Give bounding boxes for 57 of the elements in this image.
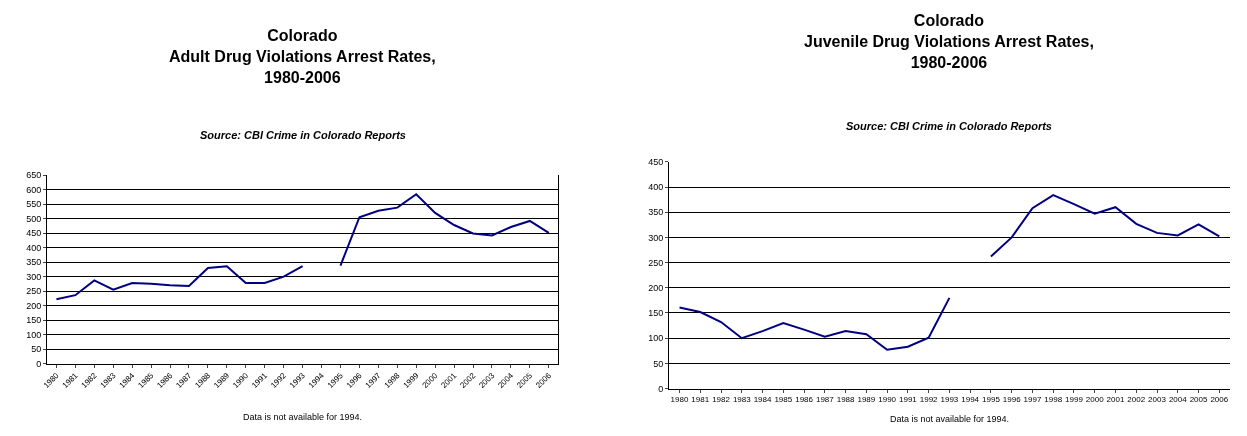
x-tick-label: 1989: [857, 395, 876, 405]
chart-title: Colorado Adult Drug Violations Arrest Rates, 1980-2006: [169, 27, 436, 86]
y-tick-label: 200: [648, 282, 664, 293]
y-tick-label: 350: [26, 257, 42, 268]
y-tick-label: 200: [26, 300, 42, 311]
x-tick-label: 1995: [982, 395, 1001, 405]
x-tick-label: 2004: [1168, 395, 1188, 405]
y-tick-label: 650: [26, 170, 42, 181]
y-tick-label: 0: [658, 383, 664, 394]
y-tick-label: 150: [26, 315, 42, 326]
y-tick-label: 400: [26, 242, 42, 253]
y-tick-label: 300: [648, 232, 664, 243]
x-tick-label: 1992: [919, 395, 939, 405]
x-tick-label: 1994: [961, 395, 980, 405]
y-tick-label: 600: [26, 184, 42, 195]
x-tick-label: 1982: [712, 395, 731, 405]
y-tick-label: 450: [26, 228, 42, 239]
x-tick-label: 1993: [940, 395, 959, 405]
y-tick-label: 50: [653, 358, 664, 369]
x-tick-label: 1986: [795, 395, 814, 405]
y-tick-label: 550: [26, 199, 42, 210]
x-tick-label: 1988: [836, 395, 856, 405]
y-tick-label: 250: [26, 286, 42, 297]
x-tick-label: 1990: [878, 395, 897, 405]
x-tick-label: 2002: [1127, 395, 1146, 405]
x-tick-label: 1998: [1044, 395, 1063, 405]
x-tick-label: 1997: [1023, 395, 1042, 405]
y-tick-label: 400: [648, 182, 664, 193]
y-tick-label: 100: [648, 333, 664, 344]
y-tick-label: 150: [648, 308, 664, 319]
x-tick-label: 1991: [898, 395, 918, 405]
x-tick-label: 1980: [670, 395, 689, 405]
x-tick-label: 1981: [691, 395, 710, 405]
x-tick-label: 1984: [753, 395, 772, 405]
x-tick-label: 2003: [1148, 395, 1167, 405]
y-tick-label: 450: [648, 156, 664, 167]
text: Data is not available for 1994.: [243, 412, 363, 422]
x-tick-label: 1985: [774, 395, 793, 405]
x-tick-label: 2000: [1085, 395, 1105, 405]
y-tick-label: 100: [26, 329, 42, 340]
x-tick-label: 1996: [1002, 395, 1022, 405]
y-tick-label: 300: [26, 271, 42, 282]
y-tick-label: 250: [648, 257, 664, 268]
x-tick-label: 2001: [1106, 395, 1125, 405]
x-tick-label: 1999: [1065, 395, 1084, 405]
y-tick-label: 500: [26, 213, 42, 224]
x-tick-label: 1983: [732, 395, 752, 405]
x-tick-label: 1987: [815, 395, 835, 405]
y-tick-label: 0: [36, 358, 42, 369]
y-tick-label: 50: [31, 344, 42, 355]
text: Data is not available for 1994.: [890, 414, 1010, 424]
chart-subtitle: Source: CBI Crime in Colorado Reports: [200, 129, 406, 141]
x-tick-label: 2006: [1210, 395, 1229, 405]
chart-subtitle: Source: CBI Crime in Colorado Reports: [846, 120, 1052, 132]
y-tick-label: 350: [648, 207, 664, 218]
chart-title: Colorado Juvenile Drug Violations Arrest Rates, 1980-2006: [804, 12, 1094, 71]
x-tick-label: 2005: [1189, 395, 1208, 405]
